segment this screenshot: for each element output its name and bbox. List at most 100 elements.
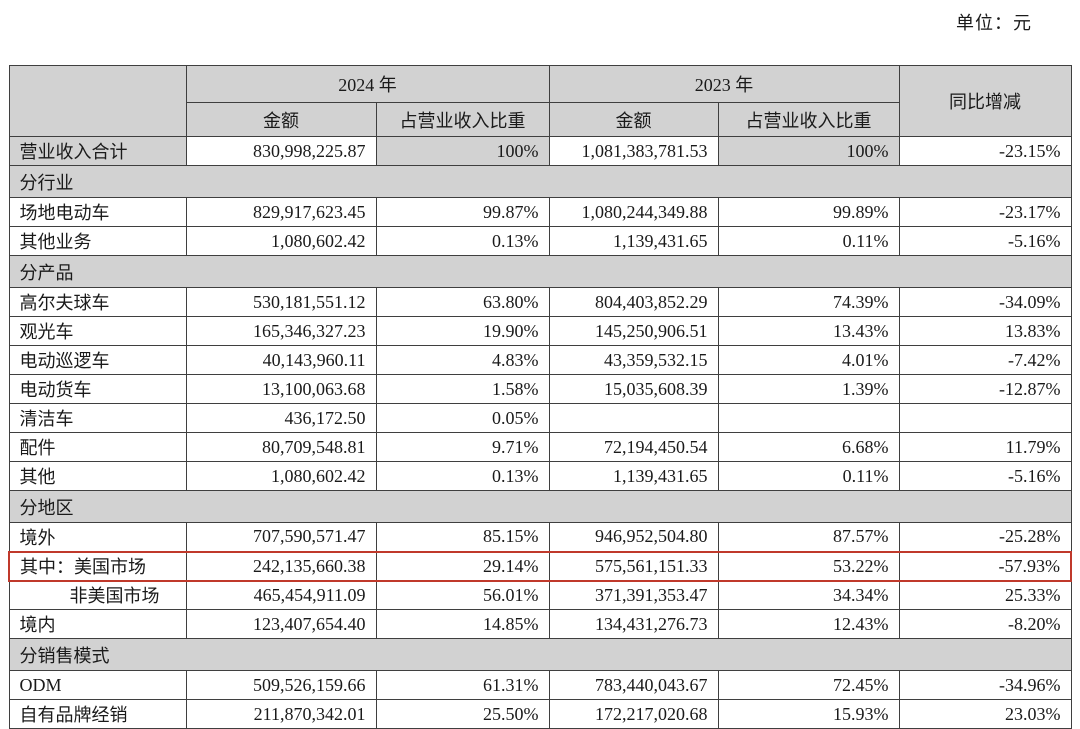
row-label: 电动货车 bbox=[8, 374, 187, 404]
amount-2024: 436,172.50 bbox=[185, 403, 377, 433]
amount-2023: 172,217,020.68 bbox=[548, 699, 719, 729]
amount-2023: 43,359,532.15 bbox=[548, 345, 719, 375]
ratio-2023: 0.11% bbox=[717, 226, 900, 256]
amount-2024: 465,454,911.09 bbox=[185, 580, 377, 610]
amount-2024: 40,143,960.11 bbox=[185, 345, 377, 375]
yoy-change: 25.33% bbox=[898, 580, 1072, 610]
table-row: 清洁车 436,172.50 0.05% bbox=[8, 403, 1072, 433]
amount-2023: 1,080,244,349.88 bbox=[548, 197, 719, 227]
row-label: 观光车 bbox=[8, 316, 187, 346]
yoy-change: -7.42% bbox=[898, 345, 1072, 375]
amount-2023: 134,431,276.73 bbox=[548, 609, 719, 639]
unit-label: 单位：元 bbox=[956, 13, 1032, 33]
section-label: 分行业 bbox=[8, 165, 1072, 198]
ratio-2023: 6.68% bbox=[717, 432, 900, 462]
amount-2023: 804,403,852.29 bbox=[548, 287, 719, 317]
amount-2023: 15,035,608.39 bbox=[548, 374, 719, 404]
yoy-change: -34.96% bbox=[898, 670, 1072, 700]
yoy-change: -25.28% bbox=[898, 522, 1072, 552]
row-label: 其他 bbox=[8, 461, 187, 491]
ratio-2023: 12.43% bbox=[717, 609, 900, 639]
table-row: 非美国市场 465,454,911.09 56.01% 371,391,353.47 3… bbox=[8, 580, 1072, 610]
table-row: 营业收入合计 830,998,225.87 100% 1,081,383,781.53… bbox=[8, 136, 1072, 166]
row-label: 境内 bbox=[8, 609, 187, 639]
header-sub-row: 金额 占营业收入比重 金额 占营业收入比重 bbox=[9, 102, 1071, 137]
yoy-change: -57.93% bbox=[898, 550, 1072, 582]
amount-2024: 242,135,660.38 bbox=[185, 550, 377, 582]
ratio-2024: 61.31% bbox=[375, 670, 550, 700]
amount-2024: 123,407,654.40 bbox=[185, 609, 377, 639]
ratio-2023: 34.34% bbox=[717, 580, 900, 610]
header-amount-2024: 金额 bbox=[185, 102, 377, 137]
amount-2023: 145,250,906.51 bbox=[548, 316, 719, 346]
section-label: 分产品 bbox=[8, 255, 1072, 288]
row-label: 非美国市场 bbox=[8, 580, 187, 610]
ratio-2024: 4.83% bbox=[375, 345, 550, 375]
amount-2023: 371,391,353.47 bbox=[548, 580, 719, 610]
ratio-2024: 56.01% bbox=[375, 580, 550, 610]
header-yoy-change: 同比增减 bbox=[898, 65, 1072, 137]
yoy-change: -23.15% bbox=[898, 136, 1072, 166]
ratio-2024: 19.90% bbox=[375, 316, 550, 346]
yoy-change: 11.79% bbox=[898, 432, 1072, 462]
ratio-2023: 100% bbox=[717, 136, 900, 166]
yoy-change: 13.83% bbox=[898, 316, 1072, 346]
ratio-2023: 53.22% bbox=[717, 550, 900, 582]
amount-2024: 1,080,602.42 bbox=[185, 226, 377, 256]
row-label: 场地电动车 bbox=[8, 197, 187, 227]
amount-2023 bbox=[548, 403, 719, 433]
row-label: 清洁车 bbox=[8, 403, 187, 433]
header-ratio-2024: 占营业收入比重 bbox=[375, 102, 550, 137]
ratio-2023: 1.39% bbox=[717, 374, 900, 404]
ratio-2023: 99.89% bbox=[717, 197, 900, 227]
ratio-2023: 0.11% bbox=[717, 461, 900, 491]
yoy-change: -8.20% bbox=[898, 609, 1072, 639]
ratio-2024: 1.58% bbox=[375, 374, 550, 404]
table-row: 自有品牌经销 211,870,342.01 25.50% 172,217,020.68… bbox=[8, 699, 1072, 729]
table-row: 其他 1,080,602.42 0.13% 1,139,431.65 0.11% -5.1… bbox=[8, 461, 1072, 491]
ratio-2023 bbox=[717, 403, 900, 433]
ratio-2024: 100% bbox=[375, 136, 550, 166]
header-amount-2023: 金额 bbox=[548, 102, 719, 137]
yoy-change bbox=[898, 403, 1072, 433]
table-row: ODM 509,526,159.66 61.31% 783,440,043.67 72.… bbox=[8, 670, 1072, 700]
ratio-2023: 4.01% bbox=[717, 345, 900, 375]
yoy-change: -12.87% bbox=[898, 374, 1072, 404]
yoy-change: -34.09% bbox=[898, 287, 1072, 317]
amount-2024: 830,998,225.87 bbox=[185, 136, 377, 166]
row-label: ODM bbox=[8, 670, 187, 700]
table-row: 电动货车 13,100,063.68 1.58% 15,035,608.39 1.39%… bbox=[8, 374, 1072, 404]
header-year-2023: 2023 年 bbox=[548, 65, 900, 103]
section-row: 分销售模式 bbox=[8, 638, 1072, 671]
header-corner-cell bbox=[8, 65, 187, 137]
yoy-change: -5.16% bbox=[898, 226, 1072, 256]
yoy-change: 23.03% bbox=[898, 699, 1072, 729]
table-row: 境内 123,407,654.40 14.85% 134,431,276.73 12.4… bbox=[8, 609, 1072, 639]
row-label: 配件 bbox=[8, 432, 187, 462]
row-label: 营业收入合计 bbox=[8, 136, 187, 166]
amount-2024: 1,080,602.42 bbox=[185, 461, 377, 491]
amount-2024: 530,181,551.12 bbox=[185, 287, 377, 317]
ratio-2024: 9.71% bbox=[375, 432, 550, 462]
table-row: 配件 80,709,548.81 9.71% 72,194,450.54 6.68% 11… bbox=[8, 432, 1072, 462]
row-label: 其中：美国市场 bbox=[8, 550, 187, 582]
ratio-2024: 25.50% bbox=[375, 699, 550, 729]
yoy-change: -5.16% bbox=[898, 461, 1072, 491]
section-row: 分行业 bbox=[8, 165, 1072, 198]
amount-2024: 707,590,571.47 bbox=[185, 522, 377, 552]
amount-2024: 165,346,327.23 bbox=[185, 316, 377, 346]
table-row: 观光车 165,346,327.23 19.90% 145,250,906.51 13.… bbox=[8, 316, 1072, 346]
ratio-2024: 0.13% bbox=[375, 226, 550, 256]
ratio-2023: 15.93% bbox=[717, 699, 900, 729]
row-label: 电动巡逻车 bbox=[8, 345, 187, 375]
amount-2023: 575,561,151.33 bbox=[548, 550, 719, 582]
ratio-2024: 63.80% bbox=[375, 287, 550, 317]
amount-2023: 946,952,504.80 bbox=[548, 522, 719, 552]
amount-2024: 829,917,623.45 bbox=[185, 197, 377, 227]
table-header: 2024 年 2023 年 同比增减 金额 占营业收入比重 金额 占营业收入比重 bbox=[8, 65, 1072, 137]
table-row: 电动巡逻车 40,143,960.11 4.83% 43,359,532.15 4.01… bbox=[8, 345, 1072, 375]
ratio-2024: 29.14% bbox=[375, 550, 550, 582]
amount-2023: 1,139,431.65 bbox=[548, 226, 719, 256]
row-label: 其他业务 bbox=[8, 226, 187, 256]
ratio-2023: 72.45% bbox=[717, 670, 900, 700]
